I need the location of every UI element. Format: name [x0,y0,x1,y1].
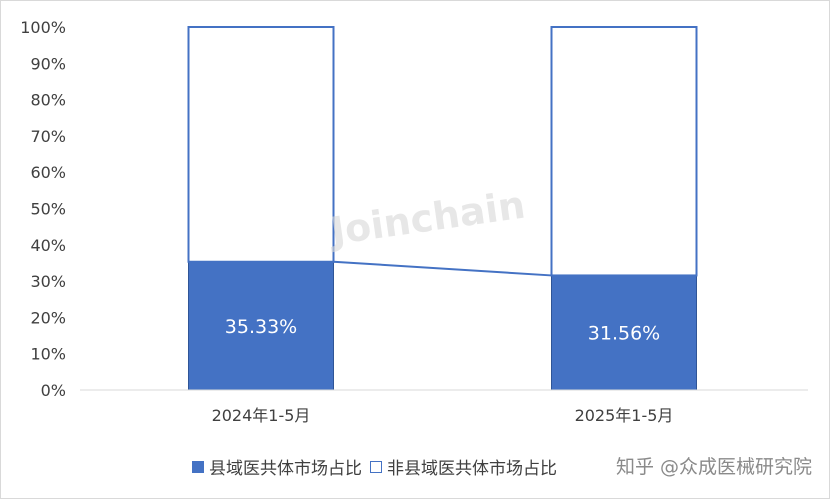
y-tick-label: 100% [20,18,66,37]
series-lines [333,260,552,277]
y-tick-label: 80% [30,91,66,110]
data-labels: 35.33% 31.56% [225,316,660,345]
legend-item-non-county: 非县域医共体市场占比 [370,454,557,479]
legend-swatch-filled [192,460,204,473]
legend-label-county: 县域医共体市场占比 [209,459,362,479]
bar-segment-non-county [550,26,698,277]
x-category-label: 2024年1-5月 [212,406,311,425]
bar-segment-non-county [187,26,335,263]
y-tick-label: 0% [41,381,66,400]
bars [187,26,698,391]
x-category-label: 2025年1-5月 [575,406,674,425]
source-credit: 知乎 @众成医械研究院 [615,452,812,479]
y-tick-label: 90% [30,54,66,73]
legend-swatch-outline [370,460,382,473]
y-tick-label: 30% [30,272,66,291]
legend-item-county: 县域医共体市场占比 [192,454,362,479]
legend: 县域医共体市场占比 非县域医共体市场占比 [192,454,565,479]
y-tick-label: 50% [30,200,66,219]
legend-label-non-county: 非县域医共体市场占比 [387,459,557,479]
y-tick-label: 60% [30,163,66,182]
x-axis-categories: 2024年1-5月 2025年1-5月 [212,406,674,425]
y-tick-label: 10% [30,345,66,364]
data-label: 31.56% [588,323,660,345]
y-tick-label: 70% [30,127,66,146]
series-connector-line [333,260,552,277]
data-label: 35.33% [225,316,297,338]
y-tick-label: 20% [30,308,66,327]
y-axis-ticks: 0% 10% 20% 30% 40% 50% 60% 70% 80% 90% 100% [20,18,66,400]
y-tick-label: 40% [30,236,66,255]
